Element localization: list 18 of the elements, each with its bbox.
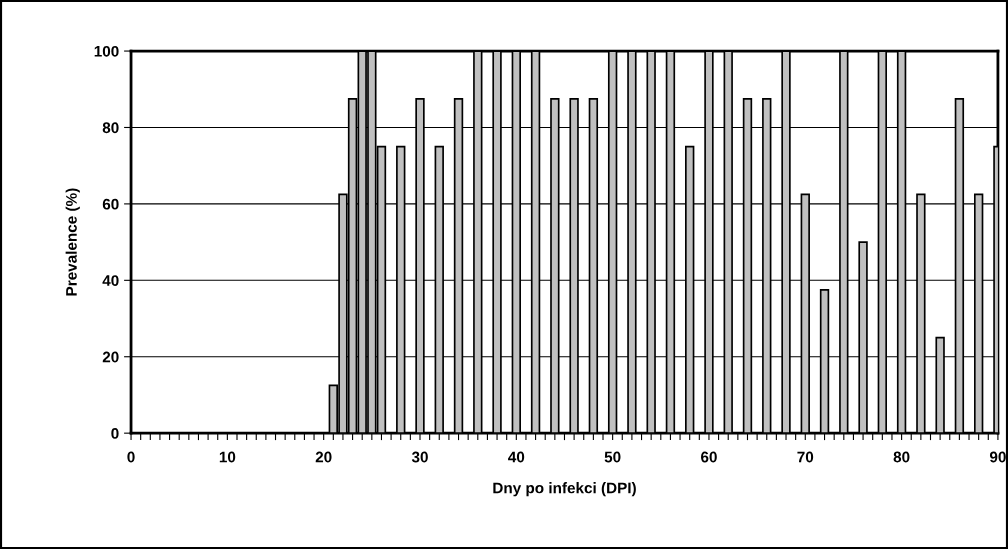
x-tick-label: 50 bbox=[604, 451, 621, 463]
x-tick-label: 70 bbox=[797, 451, 814, 463]
x-axis-title: Dny po infekci (DPI) bbox=[493, 482, 636, 497]
x-tick-label: 80 bbox=[893, 451, 910, 463]
y-tick-label: 80 bbox=[102, 122, 119, 134]
y-tick-label: 40 bbox=[102, 275, 119, 287]
x-tick-label: 90 bbox=[989, 451, 1006, 463]
y-tick-label: 0 bbox=[111, 428, 119, 439]
x-tick-label: 0 bbox=[127, 451, 135, 463]
x-tick-label: 30 bbox=[411, 451, 428, 463]
x-tick-label: 40 bbox=[508, 451, 525, 463]
y-tick-label: 100 bbox=[94, 45, 119, 57]
x-tick-label: 60 bbox=[701, 451, 717, 463]
y-tick-label: 60 bbox=[102, 198, 119, 210]
y-tick-label: 20 bbox=[102, 351, 119, 363]
x-tick-label: 20 bbox=[315, 451, 332, 463]
x-tick-label: 10 bbox=[219, 451, 236, 463]
y-axis-title: Prevalence (%) bbox=[65, 188, 80, 296]
